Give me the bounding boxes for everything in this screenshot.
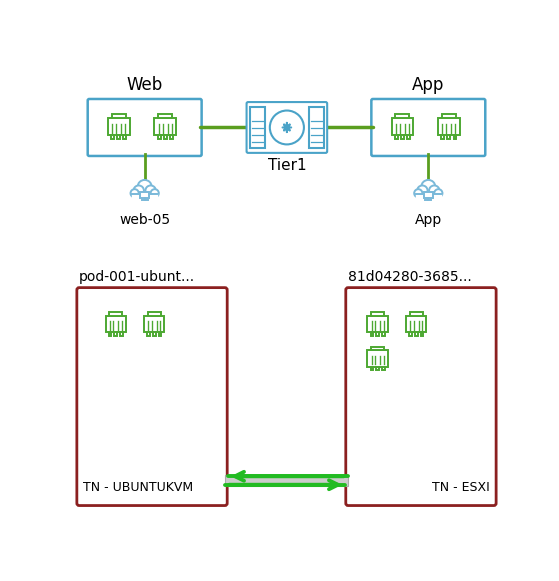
Bar — [410, 312, 423, 315]
Circle shape — [429, 185, 439, 196]
Bar — [415, 332, 418, 336]
Circle shape — [134, 185, 144, 196]
Circle shape — [130, 189, 139, 198]
Circle shape — [414, 189, 423, 198]
Bar — [158, 114, 172, 118]
Text: 81d04280-3685...: 81d04280-3685... — [348, 270, 472, 284]
Bar — [420, 332, 423, 336]
Bar — [154, 118, 176, 135]
FancyBboxPatch shape — [346, 288, 496, 505]
Bar — [376, 367, 379, 370]
Bar — [371, 367, 373, 370]
Bar — [395, 135, 397, 139]
Bar — [376, 332, 379, 336]
Bar — [371, 347, 384, 350]
Bar — [438, 118, 459, 135]
Bar — [409, 332, 412, 336]
FancyBboxPatch shape — [371, 99, 485, 156]
Text: TN - ESXI: TN - ESXI — [432, 481, 490, 494]
Bar — [250, 107, 265, 148]
Bar — [424, 192, 433, 198]
FancyBboxPatch shape — [247, 102, 327, 153]
Bar — [120, 332, 122, 336]
Bar — [395, 114, 409, 118]
Bar — [391, 118, 413, 135]
Bar — [371, 312, 384, 315]
Bar — [158, 135, 160, 139]
Bar — [442, 135, 444, 139]
Circle shape — [421, 180, 435, 194]
Bar — [106, 315, 126, 332]
Bar — [117, 135, 120, 139]
Bar — [309, 107, 324, 148]
Text: ...: ... — [254, 475, 265, 486]
Bar — [170, 135, 173, 139]
Bar — [148, 312, 161, 315]
Circle shape — [145, 185, 156, 196]
Text: App: App — [412, 76, 444, 94]
Circle shape — [434, 189, 443, 198]
Bar — [416, 194, 441, 198]
Bar — [132, 194, 157, 198]
Bar — [401, 135, 404, 139]
Circle shape — [138, 180, 151, 194]
Bar — [144, 315, 164, 332]
Bar — [367, 350, 387, 367]
Bar — [407, 135, 410, 139]
Bar — [124, 135, 126, 139]
Bar — [367, 315, 387, 332]
Text: ...: ... — [324, 475, 334, 486]
Bar — [108, 332, 111, 336]
FancyBboxPatch shape — [88, 99, 202, 156]
Circle shape — [150, 189, 159, 198]
Bar — [406, 315, 427, 332]
Text: pod-001-ubunt...: pod-001-ubunt... — [79, 270, 195, 284]
Circle shape — [417, 185, 428, 196]
FancyBboxPatch shape — [77, 288, 227, 505]
Text: Tier1: Tier1 — [268, 158, 306, 173]
Text: App: App — [415, 213, 442, 227]
Bar — [148, 332, 150, 336]
Bar — [140, 192, 149, 198]
Bar — [153, 332, 155, 336]
Bar — [109, 312, 122, 315]
Bar — [453, 135, 456, 139]
Bar — [164, 135, 167, 139]
Text: Web: Web — [126, 76, 163, 94]
Bar — [112, 114, 126, 118]
Bar — [382, 367, 385, 370]
Bar — [225, 475, 348, 486]
Bar — [442, 114, 456, 118]
Bar — [111, 135, 114, 139]
Text: TN - UBUNTUKVM: TN - UBUNTUKVM — [83, 481, 193, 494]
Bar — [108, 118, 130, 135]
Bar — [159, 332, 162, 336]
Bar — [447, 135, 450, 139]
Text: web-05: web-05 — [119, 213, 170, 227]
Bar — [114, 332, 117, 336]
Bar — [371, 332, 373, 336]
Bar — [382, 332, 385, 336]
